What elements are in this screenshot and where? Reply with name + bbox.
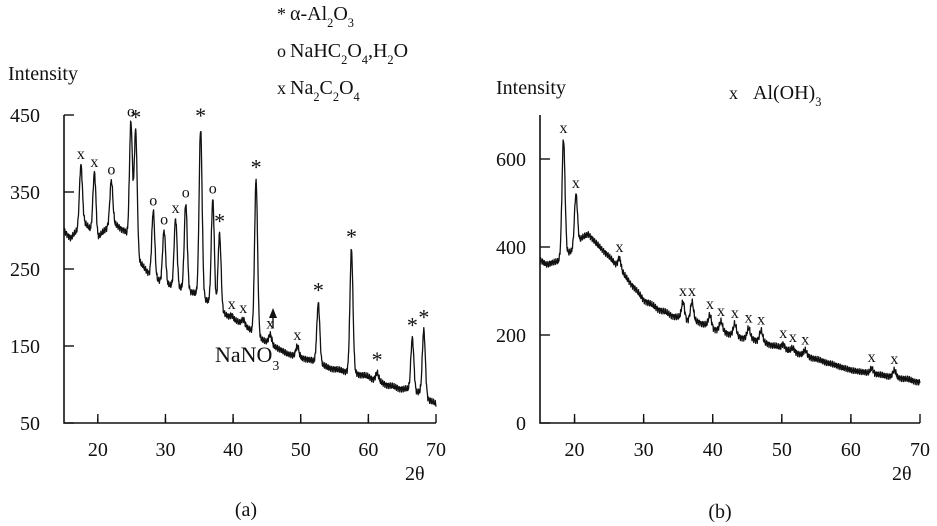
panel-a-peak-marker: x — [90, 154, 98, 171]
panel-b-peak-marker: x — [731, 305, 739, 322]
panel-a-peak-marker: * — [214, 208, 225, 233]
panel-a-peak-marker: o — [209, 181, 217, 198]
panel-a-peak-marker: o — [160, 212, 168, 229]
panel-b-x-tick-label: 30 — [634, 439, 654, 461]
panel-a-x-tick-label: 30 — [155, 439, 175, 461]
panel-b-x-tick-label: 20 — [565, 439, 585, 461]
panel-b-y-tick-label: 200 — [496, 325, 526, 347]
panel-a-legend-label: NaHC2O4,H2O — [290, 40, 408, 67]
panel-b-y-tick-label: 400 — [496, 237, 526, 259]
panel-b-peak-marker: x — [890, 351, 898, 368]
panel-b-peak-marker: x — [706, 296, 714, 313]
panel-b-y-tick-label: 600 — [496, 149, 526, 171]
panel-a-peak-marker: * — [195, 103, 206, 128]
panel-a-peak-marker: o — [182, 185, 190, 202]
panel-a-peak-marker: x — [239, 300, 247, 317]
panel-b-peak-marker: x — [868, 349, 876, 366]
panel-b-peak-marker: x — [559, 120, 567, 137]
panel-b-spectrum-line — [539, 139, 921, 386]
panel-a-x-tick-label: 50 — [291, 439, 311, 461]
panel-b-y-tick-label: 0 — [516, 413, 526, 435]
panel-a-legend-label: α-Al2O3 — [290, 3, 354, 30]
panel-a-legend-label: Na2C2O4 — [290, 77, 360, 104]
panel-a-peak-marker: o — [107, 161, 115, 178]
panel-a-peak-marker: o — [127, 104, 135, 121]
panel-b-peak-marker: x — [779, 325, 787, 342]
panel-b-peak-marker: x — [615, 239, 623, 256]
panel-b-x-tick-label: 40 — [703, 439, 723, 461]
panel-a-y-tick-label: 450 — [10, 105, 40, 127]
panel-a-peak-marker: * — [372, 347, 383, 372]
panel-a-peak-marker: * — [418, 305, 429, 330]
panel-a-legend-marker: x — [277, 78, 286, 98]
panel-a-y-tick-label: 350 — [10, 182, 40, 204]
panel-a-peak-marker: x — [293, 327, 301, 344]
panel-b-peak-marker: x — [688, 283, 696, 300]
panel-a-peak-marker: * — [313, 278, 324, 303]
panel-a-legend-marker: * — [277, 4, 286, 24]
panel-b-panel-label: (b) — [708, 501, 731, 523]
panel-a-y-axis-label: Intensity — [8, 63, 78, 85]
panel-b-legend-label: Al(OH)3 — [753, 82, 821, 109]
panel-a-peak-marker: x — [228, 296, 236, 313]
panel-a-legend-marker: o — [277, 41, 286, 61]
panel-a-peak-marker: * — [130, 104, 141, 129]
panel-b-peak-marker: x — [717, 303, 725, 320]
panel-a-y-tick-label: 250 — [10, 259, 40, 281]
panel-a-peak-marker: o — [149, 192, 157, 209]
panel-b-x-tick-label: 60 — [841, 439, 861, 461]
panel-b-peak-marker: x — [572, 175, 580, 192]
panel-a-peak-marker: * — [251, 154, 262, 179]
panel-b-peak-marker: x — [757, 312, 765, 329]
panel-b-peak-marker: x — [679, 283, 687, 300]
panel-b-peak-marker: x — [789, 329, 797, 346]
panel-a-panel-label: (a) — [235, 499, 257, 521]
panel-a-x-tick-label: 60 — [358, 439, 378, 461]
panel-a-annotation-arrow-head — [269, 308, 277, 318]
panel-a-spectrum-line — [63, 120, 437, 407]
panel-b-x-axis-label: 2θ — [892, 463, 912, 485]
panel-a-peak-marker: x — [77, 146, 85, 163]
panel-b-axes — [539, 115, 920, 424]
panel-a-peak-marker: * — [346, 224, 357, 249]
panel-a-peak-marker: * — [407, 312, 418, 337]
panel-a-x-tick-label: 20 — [88, 439, 108, 461]
panel-a-y-tick-label: 50 — [20, 413, 40, 435]
panel-b-legend-marker: x — [729, 83, 738, 103]
panel-a-peak-marker: x — [266, 315, 274, 332]
panel-b-y-axis-label: Intensity — [496, 77, 566, 99]
panel-a-x-axis-label: 2θ — [405, 463, 425, 485]
panel-a-y-tick-label: 150 — [10, 336, 40, 358]
panel-a-x-tick-label: 70 — [426, 439, 446, 461]
panel-a-x-tick-label: 40 — [223, 439, 243, 461]
panel-a-peak-marker: x — [172, 200, 180, 217]
panel-b-x-tick-label: 50 — [772, 439, 792, 461]
panel-b-peak-marker: x — [801, 331, 809, 348]
panel-b-peak-marker: x — [745, 309, 753, 326]
panel-b-x-tick-label: 70 — [910, 439, 930, 461]
panel-a-annotation-label: NaNO3 — [215, 342, 279, 373]
